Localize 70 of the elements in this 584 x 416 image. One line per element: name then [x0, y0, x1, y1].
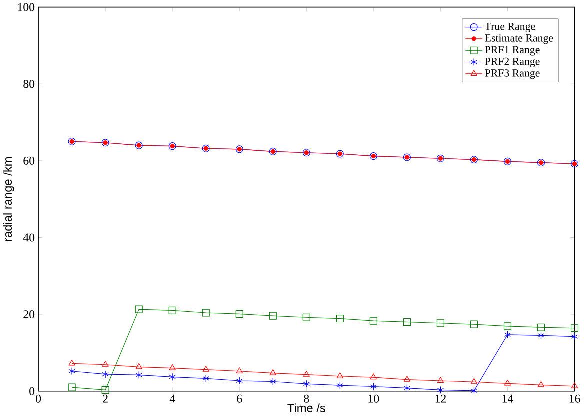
- point: [470, 320, 478, 328]
- point: [169, 373, 176, 382]
- point: [102, 386, 110, 394]
- x-tick-label: 16: [570, 394, 580, 403]
- point: [537, 324, 546, 332]
- y-tick-label: 40: [23, 234, 35, 242]
- point: [269, 312, 277, 320]
- point: [404, 376, 411, 382]
- y-tick-label: 100: [18, 3, 35, 12]
- point: [303, 380, 310, 388]
- x-tick-label: 6: [237, 394, 242, 403]
- point: [270, 370, 276, 376]
- y-tick-label: 80: [24, 80, 35, 88]
- point: [68, 368, 76, 376]
- point: [135, 306, 143, 314]
- x-axis-title: Time /s: [288, 404, 326, 413]
- point: [202, 309, 210, 317]
- x-tick-label: 4: [170, 394, 176, 403]
- point: [370, 383, 377, 391]
- point: [336, 382, 344, 390]
- point: [470, 378, 478, 384]
- y-tick-label: 20: [24, 310, 35, 319]
- point: [236, 377, 243, 385]
- point: [571, 382, 578, 389]
- x-tick-label: 8: [304, 394, 310, 403]
- y-tick-label: 60: [24, 157, 35, 166]
- legend-label: PRF2 Range: [485, 58, 540, 68]
- point: [68, 384, 76, 392]
- x-tick-label: 12: [436, 394, 446, 403]
- legend-label: True Range: [485, 23, 536, 33]
- point: [370, 374, 377, 380]
- point: [504, 380, 512, 386]
- legend-label: PRF1 Range: [485, 46, 540, 56]
- point: [68, 360, 76, 366]
- point: [136, 372, 142, 380]
- point: [504, 322, 512, 330]
- point: [168, 307, 176, 315]
- point: [136, 364, 142, 370]
- x-tick-label: 14: [502, 394, 514, 403]
- x-tick-label: 10: [368, 394, 380, 403]
- point: [169, 364, 176, 370]
- point: [102, 370, 109, 378]
- point: [470, 387, 478, 395]
- point: [336, 372, 344, 379]
- point: [437, 377, 444, 384]
- point: [236, 310, 244, 318]
- x-tick-label: 0: [36, 394, 42, 403]
- point: [336, 315, 344, 323]
- point: [404, 384, 411, 392]
- point: [571, 333, 578, 341]
- point: [370, 317, 378, 325]
- point: [538, 382, 545, 388]
- point: [270, 378, 276, 386]
- y-axis-title: radial range /km: [3, 158, 14, 242]
- x-tick-label: 2: [103, 394, 108, 403]
- point: [437, 386, 444, 394]
- point: [504, 331, 512, 339]
- point: [202, 366, 210, 372]
- point: [570, 324, 579, 332]
- point: [236, 368, 243, 374]
- point: [102, 361, 109, 368]
- point: [202, 375, 210, 383]
- point: [303, 371, 310, 378]
- legend-label: PRF3 Range: [485, 70, 540, 80]
- point: [403, 318, 411, 326]
- point: [436, 320, 444, 328]
- point: [302, 314, 310, 322]
- y-tick-label: 0: [30, 387, 35, 396]
- point: [538, 332, 545, 340]
- legend-label: Estimate Range: [485, 34, 554, 44]
